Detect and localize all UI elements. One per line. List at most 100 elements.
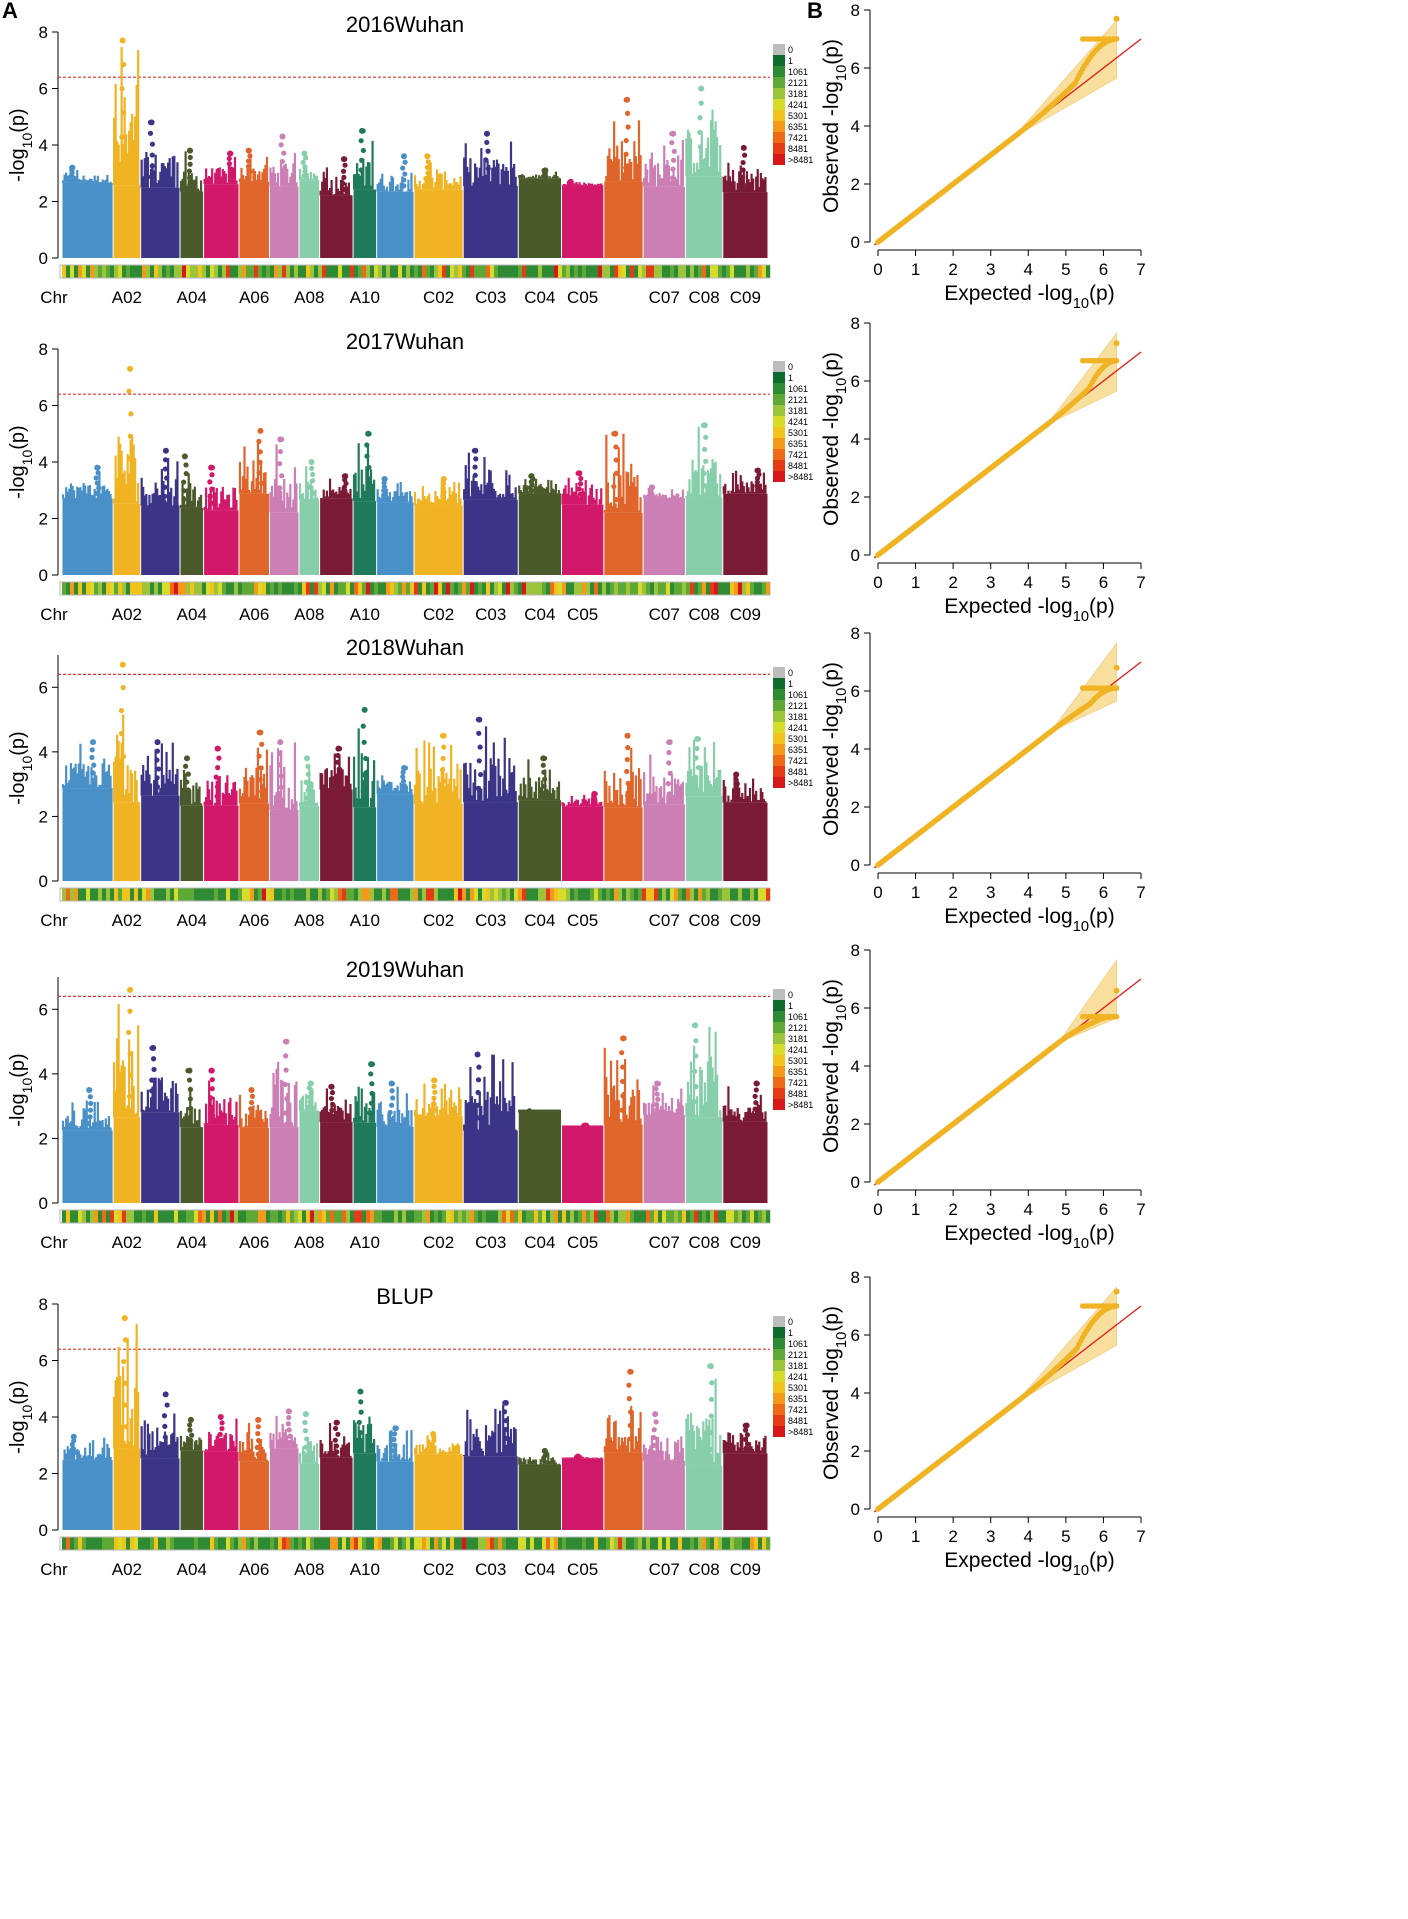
density-bin [478,1537,482,1550]
density-bin [90,1537,94,1550]
density-bin [282,1537,286,1550]
legend-swatch [773,372,785,383]
snp-cluster [180,191,204,258]
density-bin [634,1537,638,1550]
snp-point [254,1444,260,1450]
snp-point [96,485,102,491]
density-bin [466,888,470,901]
snp-point [441,489,447,495]
density-bin [282,1210,286,1223]
density-bin [558,1210,562,1223]
snp-point [707,1446,713,1452]
snp-point [207,479,213,485]
density-bin [374,888,378,901]
snp-point [332,1437,338,1443]
density-bin [654,582,658,595]
snp-point [309,465,315,471]
snp-point [576,486,582,492]
density-bin [630,265,634,278]
snp-point [307,484,313,490]
y-tick-label: 4 [851,1384,860,1403]
snp-point [282,1081,288,1088]
snp-point [302,1428,309,1434]
density-bin [86,888,90,901]
density-bin [142,582,146,595]
peak-snp-point [277,436,284,443]
density-bin [354,582,358,595]
legend-label: >8481 [788,778,813,788]
y-axis-label: -log10(p) [7,1380,35,1453]
confidence-band [1016,1286,1117,1402]
qq-points [875,15,1120,245]
density-bin [226,265,230,278]
density-bin [562,582,566,595]
snp-point [335,759,341,765]
density-bin [394,1537,398,1550]
density-bin [410,265,414,278]
density-bin [154,265,158,278]
density-bin [234,1210,238,1223]
density-bin [526,1537,530,1550]
density-bin [514,1537,518,1550]
chromosome-A09 [319,473,353,575]
density-bin [386,1210,390,1223]
density-bin [426,1537,430,1550]
density-bin [258,265,262,278]
chromosome-C04 [518,473,562,575]
peak-snp-point [624,96,631,103]
snp-point [651,1434,657,1441]
legend-swatch [773,449,785,460]
y-tick-label: 8 [851,1268,860,1287]
qq-top-point [1113,15,1120,22]
density-bin [466,582,470,595]
snp-point [623,165,629,171]
snp-cluster [113,1117,141,1203]
density-bin [262,1210,266,1223]
snp-point [483,157,489,163]
snp-point [181,479,187,485]
legend-label: 0 [788,990,793,1000]
legend-swatch [773,1000,785,1011]
snp-point [246,163,252,169]
legend-swatch [773,1327,785,1338]
density-bin [358,582,362,595]
snp-point [740,159,746,166]
snp-point [154,775,160,781]
legend-label: 6351 [788,745,808,755]
x-tick-label: C03 [475,1233,506,1252]
snp-cluster [113,1448,141,1530]
density-bin [374,1537,378,1550]
snp-cluster [604,181,643,258]
density-bin [322,1537,326,1550]
y-tick-label: 0 [851,856,860,875]
snp-cluster [180,1450,204,1530]
density-bin [386,1537,390,1550]
density-bin [498,582,502,595]
snp-point [441,498,447,504]
density-bin [678,265,682,278]
density-bin [410,582,414,595]
density-bin [518,888,522,901]
density-bin [402,1537,406,1550]
snp-point [364,442,370,448]
snp-point [369,1090,375,1097]
snp-point [359,157,365,163]
density-bin [206,582,210,595]
density-bin [442,582,446,595]
snp-point [334,773,340,779]
snp-point [256,438,262,444]
density-bin [622,888,626,901]
snp-point [541,783,547,789]
snp-point [577,491,583,497]
density-bin [250,265,254,278]
peak-snp-point [540,755,547,762]
legend-swatch [773,1055,785,1066]
snp-point [149,141,156,147]
density-bin [274,1210,278,1223]
density-bin [474,265,478,278]
snp-point [186,1115,192,1121]
density-bin [578,1210,582,1223]
